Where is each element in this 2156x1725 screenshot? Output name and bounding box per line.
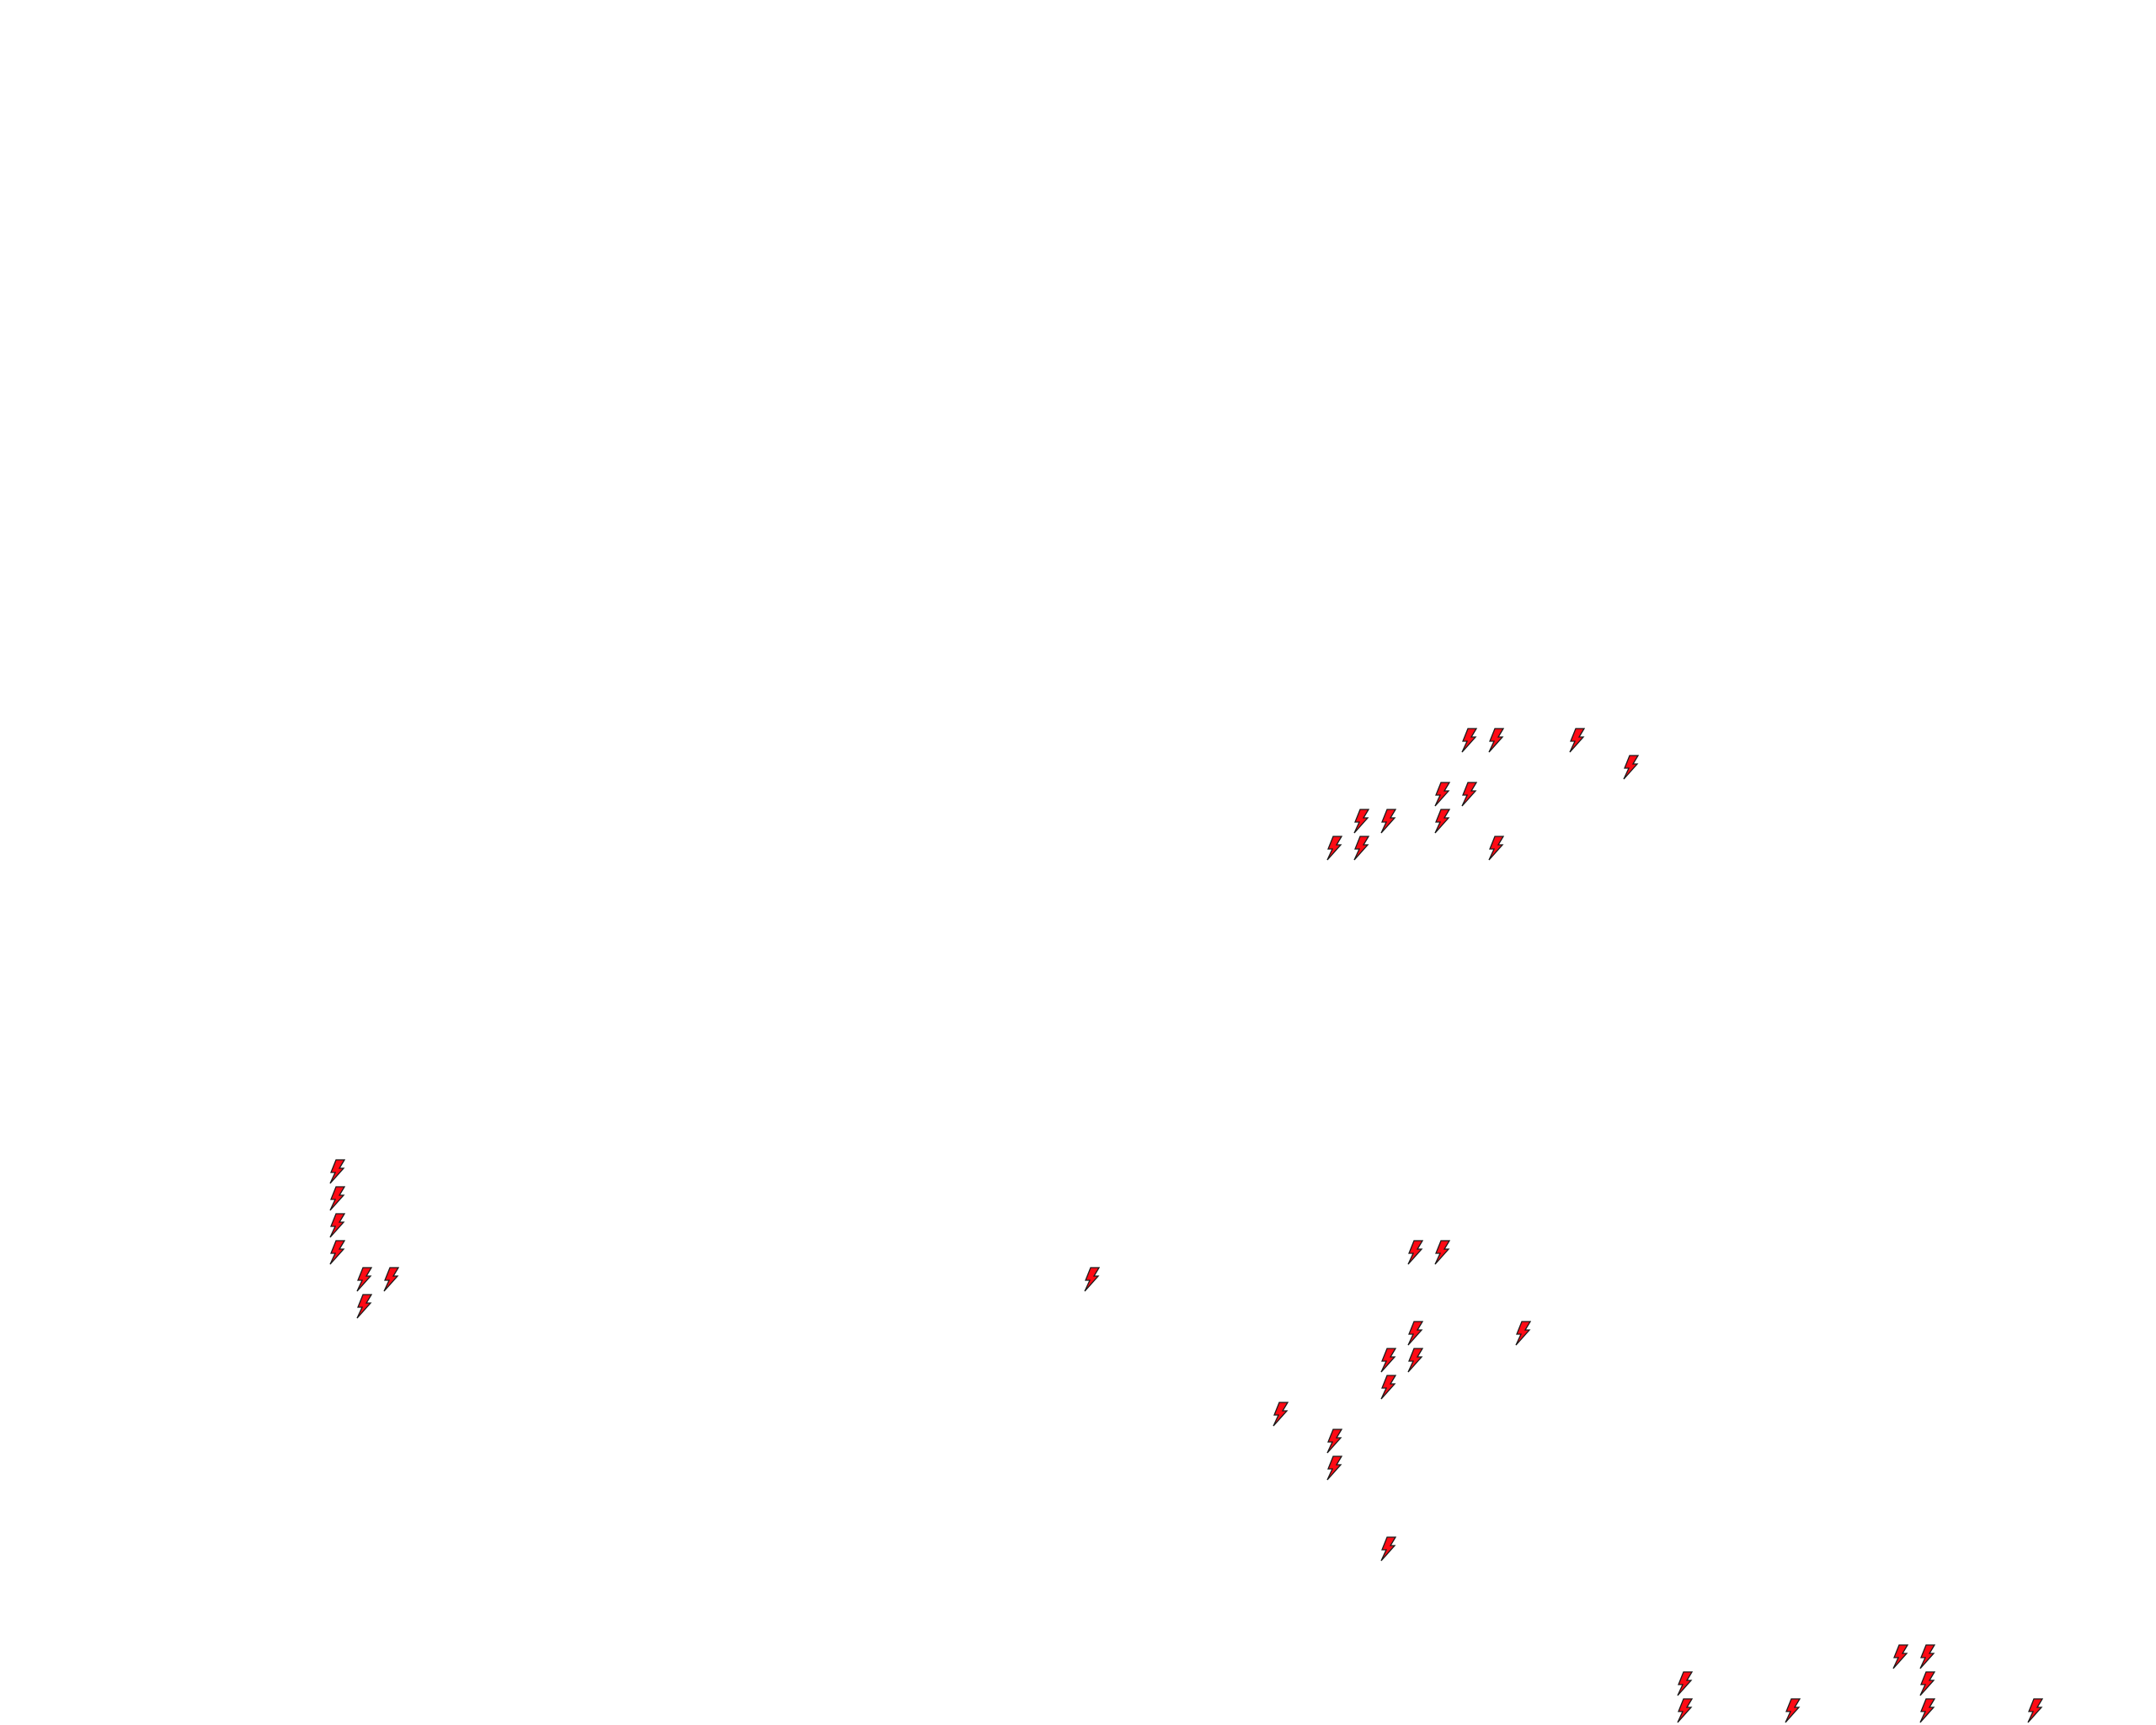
- map-marker[interactable]: [1514, 1321, 1531, 1346]
- lightning-bolt-icon: [1353, 809, 1369, 834]
- map-marker[interactable]: [1380, 1536, 1396, 1562]
- lightning-bolt-icon: [1569, 728, 1585, 753]
- lightning-bolt-icon: [1326, 836, 1342, 861]
- lightning-bolt-icon: [1919, 1644, 1935, 1669]
- lightning-bolt-icon: [1407, 1348, 1423, 1373]
- map-marker[interactable]: [1460, 728, 1477, 753]
- lightning-bolt-icon: [1380, 1348, 1396, 1373]
- lightning-bolt-icon: [1623, 755, 1639, 780]
- map-marker[interactable]: [1487, 728, 1504, 753]
- map-marker[interactable]: [1676, 1698, 1693, 1723]
- lightning-bolt-icon: [356, 1267, 372, 1292]
- map-marker[interactable]: [328, 1213, 345, 1238]
- map-marker[interactable]: [1406, 1240, 1423, 1265]
- lightning-bolt-icon: [1407, 1321, 1423, 1346]
- map-marker[interactable]: [1784, 1698, 1801, 1723]
- map-marker[interactable]: [1272, 1402, 1289, 1427]
- map-marker[interactable]: [355, 1267, 372, 1292]
- lightning-bolt-icon: [1273, 1402, 1289, 1427]
- map-marker[interactable]: [328, 1186, 345, 1211]
- map-marker[interactable]: [1380, 809, 1396, 834]
- lightning-bolt-icon: [1434, 1240, 1450, 1265]
- map-marker[interactable]: [1919, 1698, 1935, 1723]
- lightning-bolt-icon: [1380, 1536, 1396, 1562]
- lightning-bolt-icon: [1488, 728, 1504, 753]
- map-marker[interactable]: [1460, 782, 1477, 807]
- map-marker[interactable]: [1406, 1321, 1423, 1346]
- lightning-bolt-icon: [1488, 836, 1504, 861]
- map-marker[interactable]: [355, 1294, 372, 1319]
- lightning-bolt-icon: [1326, 1455, 1342, 1481]
- lightning-bolt-icon: [329, 1213, 345, 1238]
- lightning-bolt-icon: [1919, 1671, 1935, 1696]
- map-marker[interactable]: [1919, 1644, 1935, 1669]
- lightning-bolt-icon: [1407, 1240, 1423, 1265]
- map-marker[interactable]: [1433, 782, 1450, 807]
- lightning-bolt-icon: [1353, 836, 1369, 861]
- map-marker[interactable]: [1406, 1348, 1423, 1373]
- lightning-bolt-icon: [1677, 1698, 1693, 1723]
- map-marker[interactable]: [1919, 1671, 1935, 1696]
- map-marker[interactable]: [1380, 1375, 1396, 1400]
- map-marker[interactable]: [1380, 1348, 1396, 1373]
- map-marker[interactable]: [1353, 836, 1369, 861]
- lightning-bolt-icon: [1380, 1375, 1396, 1400]
- map-marker[interactable]: [1433, 809, 1450, 834]
- lightning-bolt-icon: [1785, 1698, 1801, 1723]
- lightning-bolt-icon: [1677, 1671, 1693, 1696]
- map-marker[interactable]: [328, 1159, 345, 1184]
- lightning-bolt-icon: [1461, 728, 1477, 753]
- lightning-bolt-icon: [1434, 809, 1450, 834]
- map-marker[interactable]: [328, 1240, 345, 1265]
- map-marker[interactable]: [1433, 1240, 1450, 1265]
- map-marker[interactable]: [1892, 1644, 1908, 1669]
- map-marker[interactable]: [1326, 1455, 1342, 1481]
- lightning-bolt-icon: [1434, 782, 1450, 807]
- lightning-bolt-icon: [356, 1294, 372, 1319]
- lightning-bolt-icon: [1461, 782, 1477, 807]
- lightning-bolt-icon: [1892, 1644, 1908, 1669]
- lightning-bolt-icon: [329, 1159, 345, 1184]
- lightning-bolt-icon: [1380, 809, 1396, 834]
- map-marker[interactable]: [1326, 1429, 1342, 1454]
- map-marker[interactable]: [1487, 836, 1504, 861]
- lightning-bolt-icon: [1084, 1267, 1100, 1292]
- lightning-bolt-icon: [2027, 1698, 2043, 1723]
- map-marker[interactable]: [1568, 728, 1585, 753]
- map-marker[interactable]: [2026, 1698, 2043, 1723]
- map-marker[interactable]: [1676, 1671, 1693, 1696]
- lightning-bolt-icon: [1326, 1429, 1342, 1454]
- map-marker[interactable]: [1326, 836, 1342, 861]
- map-marker[interactable]: [1622, 755, 1639, 780]
- lightning-bolt-icon: [1515, 1321, 1531, 1346]
- lightning-bolt-icon: [329, 1186, 345, 1211]
- lightning-bolt-icon: [1919, 1698, 1935, 1723]
- map-marker[interactable]: [382, 1267, 399, 1292]
- map-marker[interactable]: [1083, 1267, 1100, 1292]
- lightning-bolt-icon: [383, 1267, 399, 1292]
- lightning-bolt-icon: [329, 1240, 345, 1265]
- map-marker[interactable]: [1353, 809, 1369, 834]
